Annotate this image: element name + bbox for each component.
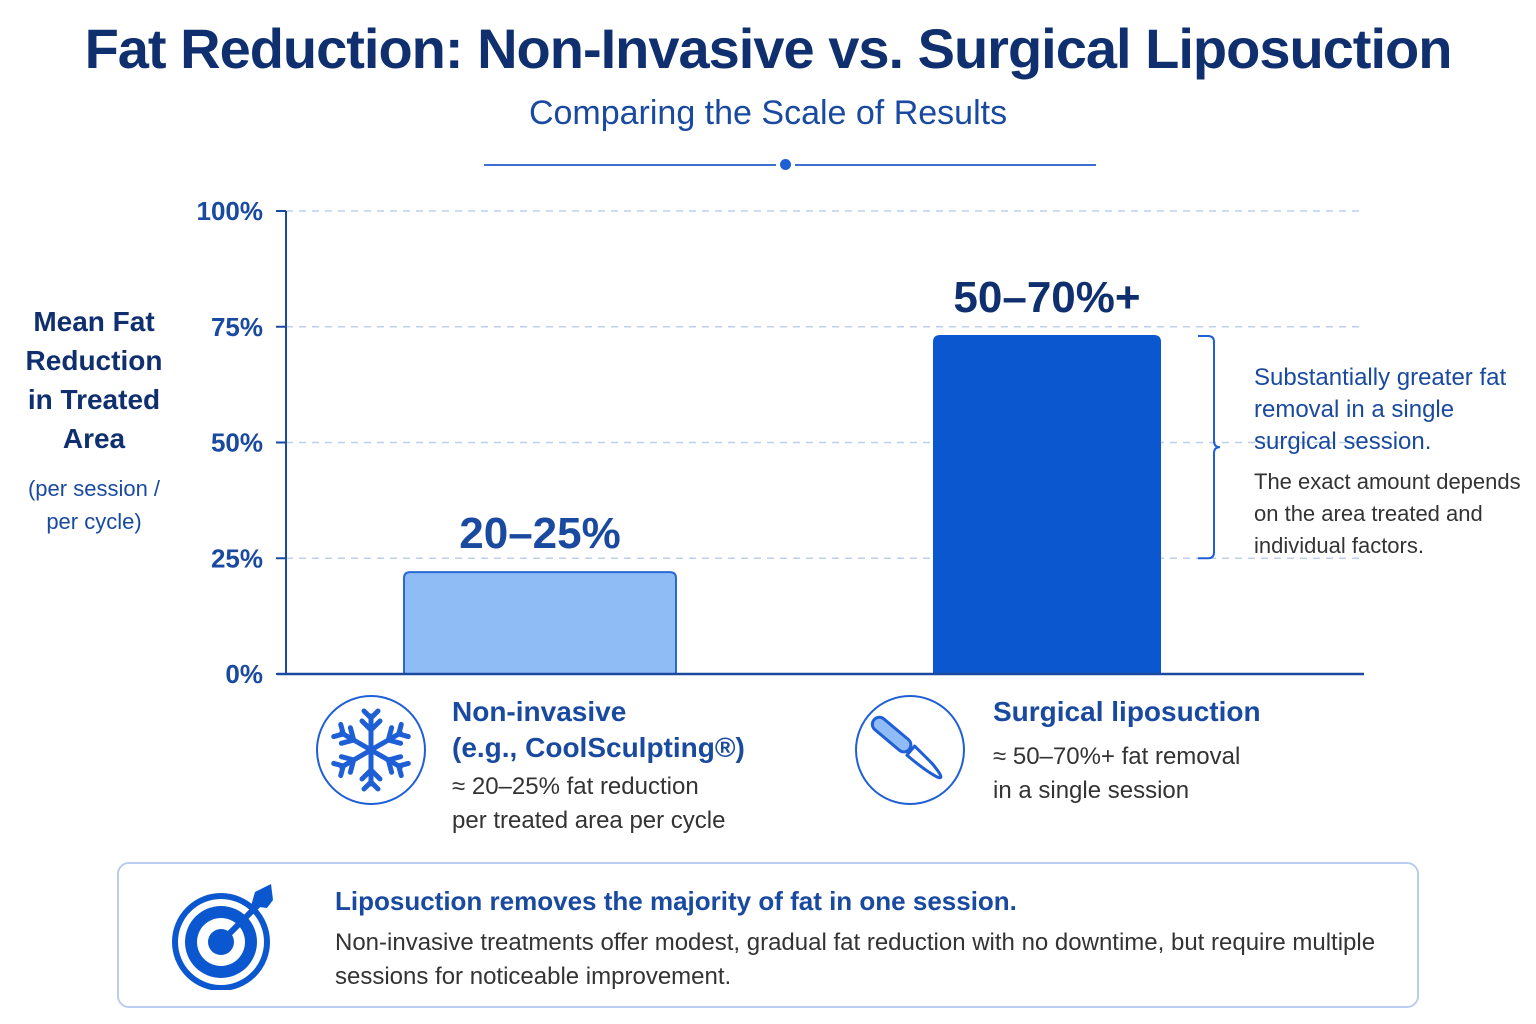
y-axis-title-line: Area [62, 423, 126, 454]
y-axis-subtitle: (per session / per cycle) [27, 476, 161, 534]
category-desc-line: ≈ 50–70%+ fat removal [993, 743, 1241, 770]
y-axis-title-line: Reduction [25, 345, 163, 376]
y-tick-label: 75% [211, 312, 263, 342]
category-desc-line: in a single session [993, 777, 1190, 804]
y-tick-label: 0% [225, 659, 263, 689]
category-title-non-invasive: Non-invasive (e.g., CoolSculpting®) [452, 694, 745, 766]
category-title-line: (e.g., CoolSculpting®) [452, 732, 745, 763]
scalpel-icon [855, 695, 965, 805]
bar [403, 571, 677, 675]
callout-bracket [1198, 335, 1221, 560]
key-takeaway-box: Liposuction removes the majority of fat … [117, 862, 1419, 1008]
y-axis-title: Mean Fat Reduction in Treated Area [14, 302, 174, 458]
category-title-line: Surgical liposuction [993, 696, 1261, 727]
bar-chart: 0% 25% 50% 75% 100% 20–25% 50–70%+ [197, 196, 1364, 689]
callout-strong-text: Substantially greater fat removal in a s… [1254, 364, 1507, 455]
target-icon [171, 880, 281, 991]
takeaway-headline: Liposuction removes the majority of fat … [335, 886, 1017, 916]
bar [933, 335, 1161, 675]
divider-line-right [795, 164, 1096, 166]
title-divider [484, 159, 1096, 170]
y-tick-label: 50% [211, 428, 263, 458]
callout-annotation: Substantially greater fat removal in a s… [1254, 362, 1524, 562]
page-subtitle: Comparing the Scale of Results [528, 94, 1008, 132]
category-desc-line: per treated area per cycle [452, 807, 726, 834]
y-axis-title-line: Mean Fat [33, 306, 155, 337]
divider-line-left [484, 164, 776, 166]
y-axis-title-line: in Treated [27, 384, 161, 415]
category-desc-surgical: ≈ 50–70%+ fat removal in a single sessio… [993, 740, 1240, 808]
category-title-line: Non-invasive [452, 696, 627, 727]
y-tick-label: 25% [211, 543, 263, 573]
divider-dot [780, 159, 791, 170]
category-desc-non-invasive: ≈ 20–25% fat reduction per treated area … [452, 770, 725, 838]
bar-data-label: 20–25% [459, 509, 620, 558]
page-title: Fat Reduction: Non-Invasive vs. Surgical… [84, 17, 1453, 80]
snowflake-icon [316, 695, 426, 805]
takeaway-body: Non-invasive treatments offer modest, gr… [335, 929, 1376, 990]
category-desc-line: ≈ 20–25% fat reduction [452, 773, 699, 800]
callout-body-text: The exact amount depends on the area tre… [1254, 469, 1521, 558]
y-tick-label: 100% [197, 196, 264, 226]
category-title-surgical: Surgical liposuction [993, 694, 1261, 730]
bar-data-label: 50–70%+ [953, 273, 1140, 322]
